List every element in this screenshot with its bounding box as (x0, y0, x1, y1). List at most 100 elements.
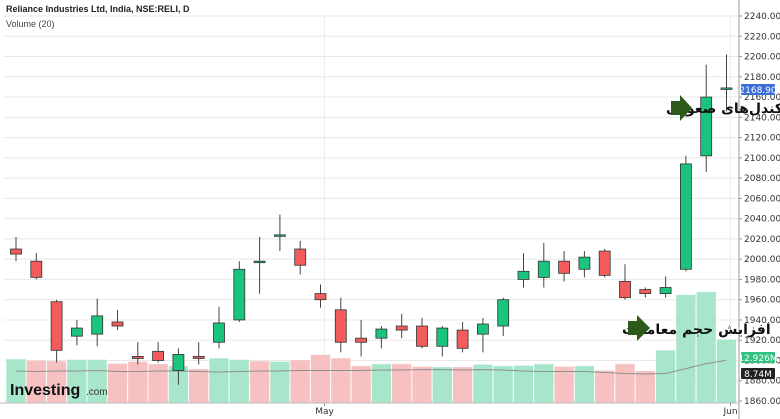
candle-bullish (375, 326, 388, 349)
candle-body (30, 260, 43, 278)
y-tick-label: 2120.00 (744, 134, 780, 144)
candle-body (273, 234, 286, 237)
y-tick-label: 2000.00 (744, 255, 780, 265)
y-tick-label: 2040.00 (744, 215, 780, 225)
candle-bearish (50, 299, 63, 363)
candle-body (619, 281, 631, 299)
y-tick-label: 2140.00 (744, 113, 780, 123)
candle-body (253, 260, 266, 264)
candle-body (131, 356, 144, 359)
last-price-badge (741, 84, 775, 95)
volume-bar (412, 366, 432, 403)
date-axis: May Jun (0, 402, 740, 417)
y-tick-label: 2200.00 (744, 53, 780, 63)
volume-bar (534, 364, 554, 403)
candle-body (233, 268, 246, 321)
candle-body (680, 163, 692, 270)
candle-body (334, 309, 347, 343)
candle-bearish (314, 284, 327, 308)
candle-bullish (537, 242, 550, 288)
candle-bearish (416, 317, 428, 349)
volume-rise-annotation: افزایش حجم معاملات (622, 322, 771, 338)
last-price-value: 2168.90 (739, 86, 776, 96)
candle-bullish (517, 253, 530, 288)
candle-body (375, 328, 388, 339)
candle-bullish (273, 214, 286, 252)
volume-bar (655, 350, 676, 403)
candle-body (152, 350, 165, 361)
price-rise-annotation: رشد قیمت و کندل‌های صعودی (666, 101, 780, 117)
volume-bar (331, 358, 351, 403)
candle-body (416, 325, 428, 347)
volume-bar (574, 366, 595, 403)
candle-body (700, 96, 713, 157)
candle-bullish (213, 306, 225, 349)
candle-bearish (456, 321, 469, 353)
candle-bullish (578, 251, 591, 278)
candle-bullish (680, 155, 692, 272)
y-tick-label: 1940.00 (744, 316, 780, 326)
candles (10, 54, 733, 385)
candle-body (537, 260, 550, 278)
volume-badge (741, 352, 775, 363)
candle-bearish (558, 251, 570, 282)
volume-bar (249, 361, 270, 403)
candle-bullish (253, 236, 266, 294)
logo-wordmark: Investing (10, 382, 80, 399)
volume-bar (351, 366, 371, 403)
candle-bearish (395, 313, 408, 339)
volume-rise-arrow-icon (628, 315, 650, 341)
volume-bar (107, 363, 128, 403)
candle-body (456, 329, 469, 349)
candle-body (598, 250, 611, 276)
candle-bearish (152, 342, 165, 363)
candle-body (659, 287, 672, 295)
volume-bar (310, 354, 331, 403)
volume-value: 12.926M (738, 354, 777, 364)
volume-bar (148, 364, 168, 403)
price-rise-arrow-icon (671, 95, 692, 121)
y-tick-label: 2020.00 (744, 235, 780, 245)
candle-body (10, 248, 22, 255)
candle-bearish (639, 287, 652, 298)
candle-body (578, 256, 591, 270)
candle-body (91, 315, 104, 335)
candle-body (476, 323, 489, 335)
candle-bullish (497, 297, 510, 337)
candle-bullish (659, 276, 672, 298)
volume-bar (513, 365, 534, 403)
y-tick-label: 1920.00 (744, 336, 780, 346)
y-tick-label: 2160.00 (744, 93, 780, 103)
candle-bullish (720, 54, 733, 112)
volume-bar (554, 366, 574, 403)
volume-bar (676, 294, 696, 403)
candle-bullish (476, 317, 489, 353)
candle-body (720, 87, 733, 90)
candle-bullish (436, 326, 449, 357)
y-tick-label: 2180.00 (744, 73, 780, 83)
candle-bearish (619, 264, 631, 300)
volume-bar (493, 366, 513, 403)
y-tick-label: 1860.00 (744, 397, 780, 407)
volume-bar (595, 370, 615, 403)
volume-bar (696, 291, 716, 403)
volume-bar (473, 364, 493, 403)
candle-body (213, 322, 225, 343)
candle-bearish (10, 236, 22, 262)
volume-bar (716, 339, 737, 403)
y-tick-label: 2220.00 (744, 32, 780, 42)
y-tick-label: 2240.00 (744, 12, 780, 22)
logo-suffix: .com (86, 387, 108, 398)
candle-bearish (192, 342, 205, 365)
candle-bearish (355, 319, 368, 357)
y-tick-label: 1880.00 (744, 377, 780, 387)
volume-indicator-label: Volume (20) (6, 19, 55, 29)
volume-bars (6, 291, 737, 403)
y-tick-label: 1980.00 (744, 275, 780, 285)
candle-body (639, 289, 652, 295)
candle-body (294, 248, 307, 266)
candle-bearish (30, 253, 43, 280)
y-tick-label: 2100.00 (744, 154, 780, 164)
